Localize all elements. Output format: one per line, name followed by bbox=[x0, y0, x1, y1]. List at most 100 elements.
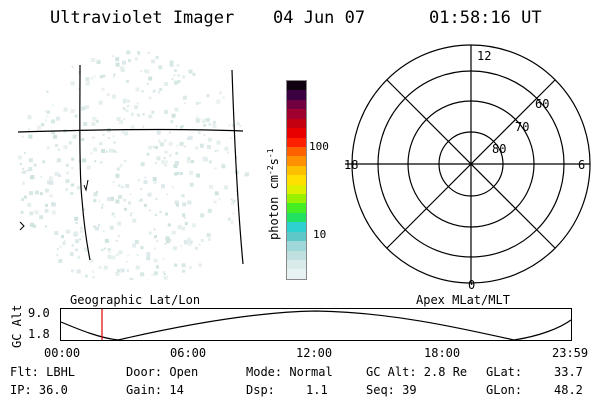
speckle bbox=[182, 202, 187, 207]
speckle bbox=[93, 75, 96, 78]
speckle bbox=[103, 247, 106, 250]
speckle bbox=[152, 89, 156, 93]
speckle bbox=[115, 57, 120, 62]
speckle bbox=[21, 135, 24, 138]
speckle bbox=[70, 192, 74, 195]
speckle bbox=[244, 174, 247, 177]
speckle bbox=[150, 192, 152, 195]
speckle bbox=[199, 143, 204, 148]
speckle bbox=[171, 230, 176, 235]
speckle bbox=[79, 226, 83, 230]
speckle bbox=[141, 90, 144, 93]
speckle bbox=[21, 168, 24, 170]
speckle bbox=[75, 222, 78, 224]
speckle bbox=[111, 255, 116, 260]
speckle bbox=[53, 134, 57, 139]
speckle bbox=[56, 248, 59, 251]
speckle bbox=[85, 105, 89, 110]
colorbar-swatch bbox=[287, 222, 306, 232]
speckle bbox=[153, 247, 156, 250]
speckle bbox=[184, 222, 188, 225]
speckle bbox=[148, 231, 152, 235]
speckle bbox=[45, 188, 49, 193]
speckle bbox=[151, 110, 155, 114]
speckle bbox=[154, 161, 157, 164]
mlat-label-80: 80 bbox=[492, 142, 506, 156]
speckle bbox=[124, 131, 129, 136]
speckle bbox=[109, 225, 114, 230]
speckle bbox=[239, 125, 242, 128]
speckle bbox=[206, 94, 210, 98]
speckle bbox=[131, 112, 134, 116]
speckle bbox=[189, 240, 193, 244]
speckle bbox=[181, 194, 185, 198]
date-readout: 04 Jun 07 bbox=[273, 8, 366, 28]
speckle bbox=[54, 171, 59, 176]
speckle bbox=[203, 134, 206, 137]
colorbar-swatch bbox=[287, 128, 306, 138]
speckle bbox=[120, 163, 123, 166]
speckle bbox=[198, 101, 201, 104]
speckle bbox=[111, 212, 115, 216]
colorbar-swatch bbox=[287, 269, 306, 279]
door-readout: Door: Open bbox=[126, 365, 199, 379]
speckle bbox=[33, 224, 37, 228]
speckle bbox=[187, 241, 192, 246]
speckle bbox=[159, 142, 164, 147]
time-tick-0600: 06:00 bbox=[170, 346, 207, 360]
geographic-image-panel[interactable] bbox=[0, 50, 260, 280]
polar-mlt-plot[interactable]: 12 18 6 0 60 70 80 bbox=[340, 42, 600, 292]
speckle bbox=[125, 183, 130, 188]
speckle bbox=[197, 131, 201, 135]
colorbar-swatch bbox=[287, 184, 306, 195]
speckle bbox=[170, 120, 174, 124]
speckle bbox=[28, 158, 33, 163]
speckle bbox=[162, 258, 165, 261]
speckle bbox=[168, 141, 173, 146]
speckle bbox=[46, 110, 50, 114]
speckle bbox=[230, 220, 234, 224]
speckle bbox=[218, 91, 222, 95]
time-readout: 01:58:16 UT bbox=[429, 8, 542, 28]
speckle bbox=[230, 198, 233, 201]
speckle bbox=[165, 236, 170, 241]
speckle bbox=[44, 110, 47, 113]
speckle bbox=[189, 170, 194, 175]
speckle bbox=[153, 180, 157, 184]
speckle bbox=[227, 151, 230, 154]
speckle bbox=[158, 91, 161, 94]
app-title: Ultraviolet Imager bbox=[50, 8, 235, 28]
speckle bbox=[22, 181, 25, 185]
speckle bbox=[194, 246, 198, 250]
speckle bbox=[165, 239, 170, 244]
speckle bbox=[96, 191, 98, 193]
colorbar-swatch bbox=[287, 137, 306, 147]
speckle bbox=[188, 265, 192, 269]
speckle bbox=[101, 249, 104, 252]
colorbar-swatch bbox=[287, 231, 306, 242]
speckle bbox=[245, 172, 249, 177]
speckle bbox=[39, 192, 43, 196]
speckle bbox=[146, 152, 150, 156]
speckle bbox=[129, 214, 132, 217]
speckle bbox=[34, 210, 39, 215]
speckle bbox=[174, 80, 179, 85]
speckle bbox=[171, 78, 174, 81]
glat-label: GLat: bbox=[486, 365, 523, 379]
speckle bbox=[189, 182, 194, 187]
colorbar-swatch bbox=[287, 165, 306, 176]
speckle bbox=[143, 69, 147, 73]
speckle bbox=[206, 144, 211, 149]
speckle bbox=[130, 125, 135, 130]
speckle bbox=[113, 141, 116, 144]
speckle bbox=[137, 53, 140, 56]
speckle bbox=[175, 171, 179, 175]
speckle bbox=[173, 164, 178, 169]
orbit-altitude-plot[interactable] bbox=[60, 308, 575, 342]
speckle bbox=[159, 210, 162, 213]
colorbar-swatch bbox=[287, 212, 306, 223]
speckle bbox=[136, 102, 139, 105]
speckle bbox=[206, 233, 211, 238]
colorbar-swatch bbox=[287, 156, 306, 166]
longitude-line-east bbox=[231, 69, 244, 265]
